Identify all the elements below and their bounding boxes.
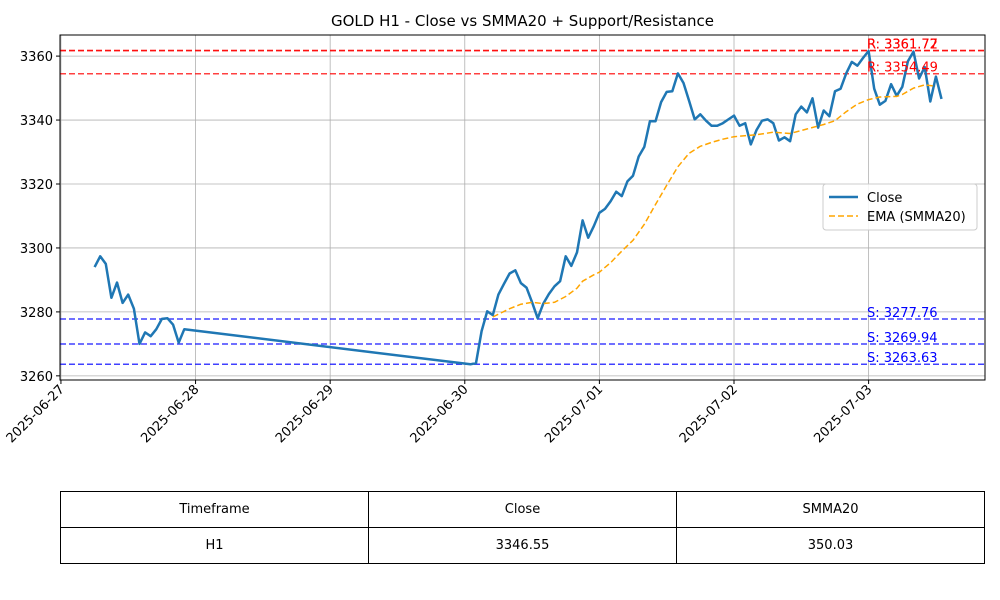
table-cell: 350.03 (676, 527, 985, 564)
y-tick-label: 3300 (20, 242, 53, 257)
resistance-label: R: 3361.72 (867, 38, 938, 53)
support-label: S: 3269.94 (867, 331, 938, 346)
table-header-cell: SMMA20 (676, 491, 985, 528)
support-resistance-levels (60, 49, 985, 365)
y-tick-label: 3340 (20, 114, 53, 129)
legend-label-close: Close (867, 191, 902, 206)
chart: GOLD H1 - Close vs SMMA20 + Support/Resi… (3, 12, 986, 447)
grid (60, 35, 985, 380)
support-label: S: 3277.76 (867, 306, 938, 321)
table-cell: 3346.55 (368, 527, 677, 564)
resistance-label: R: 3361.77 (867, 37, 938, 52)
table-header-row: Timeframe Close SMMA20 (60, 491, 985, 528)
y-tick-label: 3280 (20, 306, 53, 321)
resistance-label: R: 3354.49 (867, 61, 938, 76)
legend-box (822, 183, 978, 231)
level-labels: R: 3361.77R: 3361.72 R: 3354.49 S: 3277.76… (867, 37, 938, 366)
table-header-cell: Close (368, 491, 677, 528)
legend: Close EMA (SMMA20) (822, 183, 978, 231)
legend-label-smma: EMA (SMMA20) (867, 210, 966, 225)
table-header-cell: Timeframe (60, 491, 369, 528)
close-series-line (93, 49, 943, 366)
table-cell: H1 (60, 527, 369, 564)
chart-title: GOLD H1 - Close vs SMMA20 + Support/Resi… (331, 12, 714, 30)
plot-frame (59, 34, 986, 381)
y-tick-label: 3260 (20, 370, 53, 385)
y-tick-label: 3360 (20, 50, 53, 65)
series (93, 49, 943, 366)
summary-table: Timeframe Close SMMA20 H1 3346.55 350.03 (60, 491, 985, 564)
y-tick-label: 3320 (20, 178, 53, 193)
support-label: S: 3263.63 (867, 351, 938, 366)
table-row: H1 3346.55 350.03 (60, 527, 985, 564)
